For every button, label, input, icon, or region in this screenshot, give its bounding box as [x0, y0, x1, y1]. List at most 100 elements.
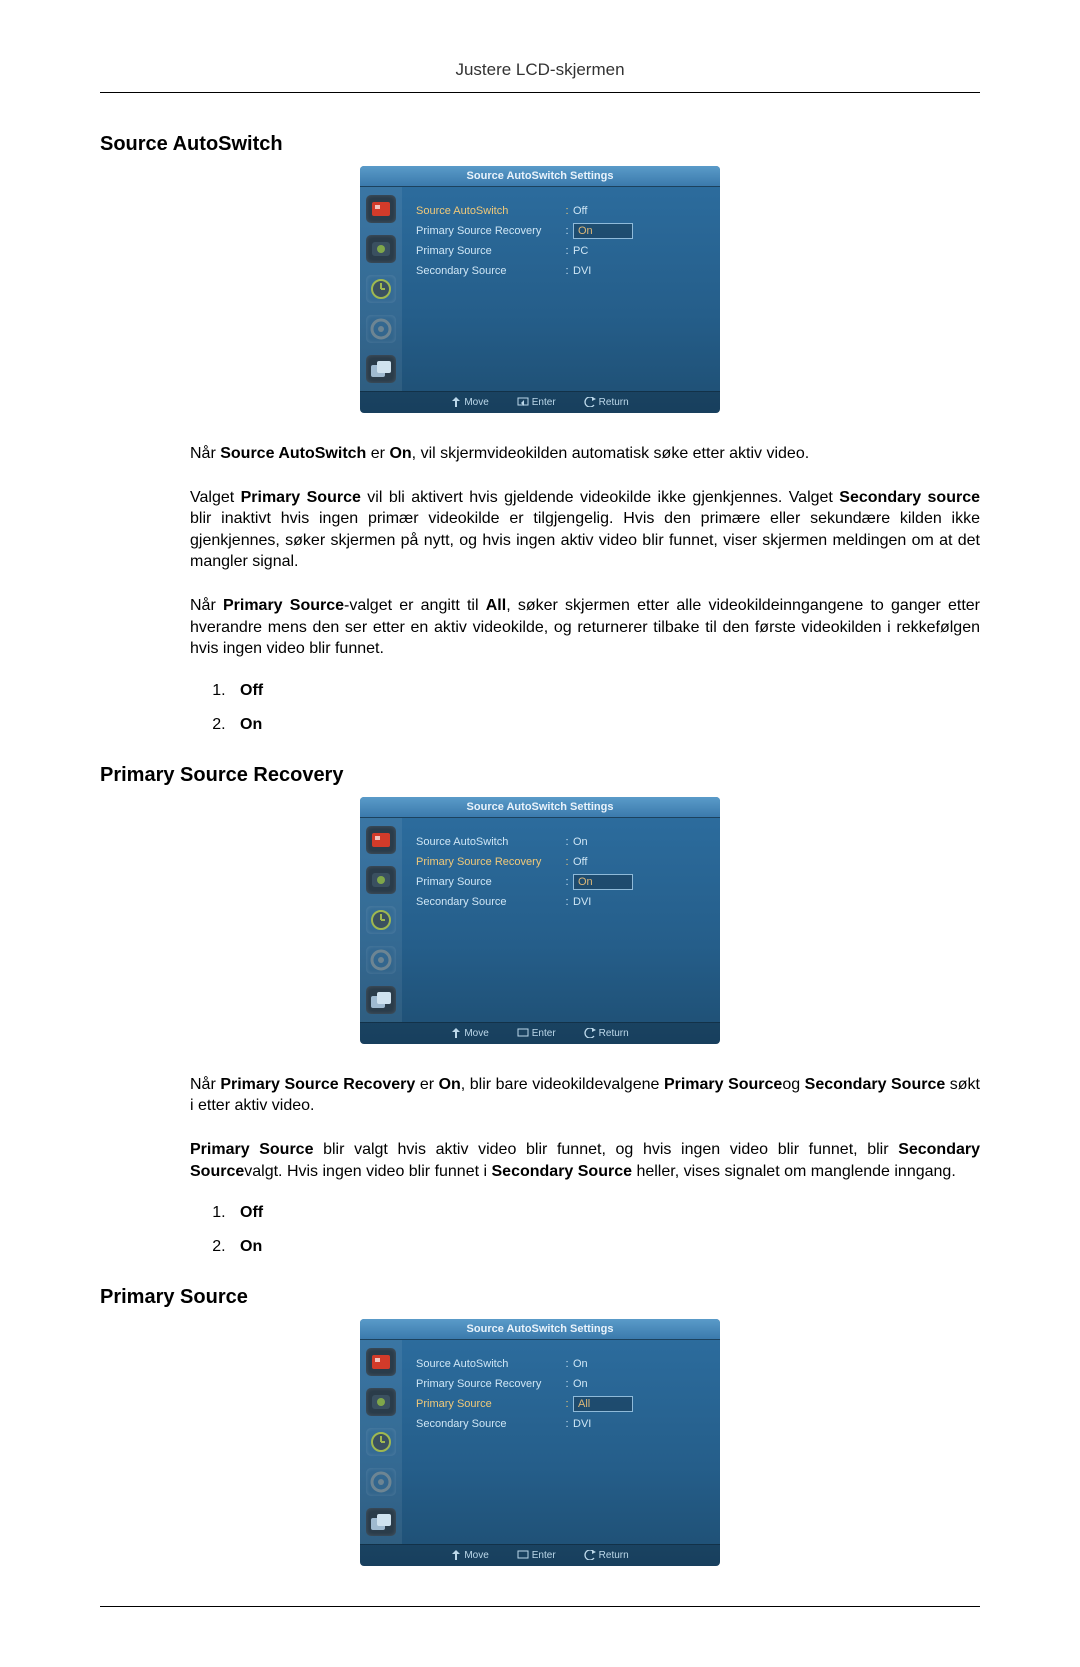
osd-row-value: Off — [573, 205, 633, 217]
osd-row-value: All — [573, 1396, 633, 1412]
osd-row-colon: : — [561, 205, 573, 217]
osd-row: Source AutoSwitch:Off — [416, 201, 708, 221]
osd-row: Secondary Source:DVI — [416, 892, 708, 912]
input-icon — [366, 1388, 396, 1416]
osd-row-colon: : — [561, 856, 573, 868]
osd-title: Source AutoSwitch Settings — [360, 1319, 720, 1340]
setup-icon — [366, 946, 396, 974]
options-list-psr: Off On — [230, 1204, 980, 1256]
osd-row-label: Primary Source Recovery — [416, 1378, 561, 1390]
osd-row-label: Secondary Source — [416, 265, 561, 277]
osd-row-label: Source AutoSwitch — [416, 836, 561, 848]
heading-primary-source: Primary Source — [100, 1286, 980, 1309]
page-header: Justere LCD-skjermen — [100, 60, 980, 93]
osd-footer: Move Enter Return — [360, 1544, 720, 1566]
osd-row: Primary Source:On — [416, 872, 708, 892]
heading-primary-source-recovery: Primary Source Recovery — [100, 764, 980, 787]
setup-icon — [366, 1468, 396, 1496]
osd-row: Primary Source:All — [416, 1394, 708, 1414]
multi-icon — [366, 986, 396, 1014]
osd-row-colon: : — [561, 836, 573, 848]
osd-row-label: Secondary Source — [416, 1418, 561, 1430]
osd-row-value: On — [573, 1378, 633, 1390]
options-list-sa: Off On — [230, 682, 980, 734]
multi-icon — [366, 355, 396, 383]
osd-row-colon: : — [561, 876, 573, 888]
osd-row-value: On — [573, 836, 633, 848]
osd-row-value: On — [573, 223, 633, 239]
return-hint: Return — [584, 397, 629, 408]
option-off: Off — [230, 682, 980, 700]
osd-row-value: PC — [573, 245, 633, 257]
osd-row: Primary Source Recovery:Off — [416, 852, 708, 872]
move-hint: Move — [451, 1550, 488, 1561]
time-icon — [366, 906, 396, 934]
osd-row-value: DVI — [573, 896, 633, 908]
osd-row-colon: : — [561, 896, 573, 908]
osd-row-label: Source AutoSwitch — [416, 1358, 561, 1370]
para-sa-1: Når Source AutoSwitch er On, vil skjermv… — [190, 443, 980, 465]
osd-row: Primary Source:PC — [416, 241, 708, 261]
osd-row-label: Primary Source — [416, 876, 561, 888]
osd-content: Source AutoSwitch:OnPrimary Source Recov… — [402, 1340, 720, 1544]
para-psr-2: Primary Source blir valgt hvis aktiv vid… — [190, 1139, 980, 1182]
option-on: On — [230, 1238, 980, 1256]
osd-row: Source AutoSwitch:On — [416, 832, 708, 852]
osd-sidebar-icons — [360, 818, 402, 1022]
osd-row-colon: : — [561, 245, 573, 257]
osd-row-label: Secondary Source — [416, 896, 561, 908]
osd-footer: Move Enter Return — [360, 1022, 720, 1044]
move-hint: Move — [451, 397, 488, 408]
move-hint: Move — [451, 1028, 488, 1039]
osd-content: Source AutoSwitch:OnPrimary Source Recov… — [402, 818, 720, 1022]
osd-row-label: Primary Source — [416, 1398, 561, 1410]
osd-row-colon: : — [561, 1398, 573, 1410]
picture-icon — [366, 1348, 396, 1376]
osd-row-label: Primary Source Recovery — [416, 225, 561, 237]
para-sa-2: Valget Primary Source vil bli aktivert h… — [190, 487, 980, 573]
osd-row-value: Off — [573, 856, 633, 868]
osd-row-colon: : — [561, 1378, 573, 1390]
osd-screenshot-3: Source AutoSwitch Settings Source AutoSw… — [100, 1319, 980, 1566]
picture-icon — [366, 195, 396, 223]
osd-row: Secondary Source:DVI — [416, 1414, 708, 1434]
osd-row-label: Primary Source — [416, 245, 561, 257]
osd-row-value: DVI — [573, 1418, 633, 1430]
time-icon — [366, 275, 396, 303]
osd-sidebar-icons — [360, 187, 402, 391]
osd-row: Source AutoSwitch:On — [416, 1354, 708, 1374]
osd-row-value: On — [573, 874, 633, 890]
enter-hint: Enter — [517, 1550, 556, 1561]
heading-source-autoswitch: Source AutoSwitch — [100, 133, 980, 156]
osd-row-colon: : — [561, 225, 573, 237]
osd-row: Primary Source Recovery:On — [416, 221, 708, 241]
picture-icon — [366, 826, 396, 854]
enter-hint: Enter — [517, 397, 556, 408]
osd-row-label: Source AutoSwitch — [416, 205, 561, 217]
setup-icon — [366, 315, 396, 343]
multi-icon — [366, 1508, 396, 1536]
osd-row-colon: : — [561, 1418, 573, 1430]
option-off: Off — [230, 1204, 980, 1222]
input-icon — [366, 235, 396, 263]
return-hint: Return — [584, 1028, 629, 1039]
osd-content: Source AutoSwitch:OffPrimary Source Reco… — [402, 187, 720, 391]
osd-screenshot-2: Source AutoSwitch Settings Source AutoSw… — [100, 797, 980, 1044]
bottom-rule — [100, 1606, 980, 1607]
para-psr-1: Når Primary Source Recovery er On, blir … — [190, 1074, 980, 1117]
osd-row-colon: : — [561, 1358, 573, 1370]
option-on: On — [230, 716, 980, 734]
osd-row-colon: : — [561, 265, 573, 277]
return-hint: Return — [584, 1550, 629, 1561]
osd-row-value: On — [573, 1358, 633, 1370]
osd-row: Secondary Source:DVI — [416, 261, 708, 281]
enter-hint: Enter — [517, 1028, 556, 1039]
osd-sidebar-icons — [360, 1340, 402, 1544]
osd-row-value: DVI — [573, 265, 633, 277]
osd-footer: Move Enter Return — [360, 391, 720, 413]
osd-row: Primary Source Recovery:On — [416, 1374, 708, 1394]
osd-title: Source AutoSwitch Settings — [360, 797, 720, 818]
para-sa-3: Når Primary Source-valget er angitt til … — [190, 595, 980, 660]
osd-title: Source AutoSwitch Settings — [360, 166, 720, 187]
osd-screenshot-1: Source AutoSwitch Settings Source AutoSw… — [100, 166, 980, 413]
